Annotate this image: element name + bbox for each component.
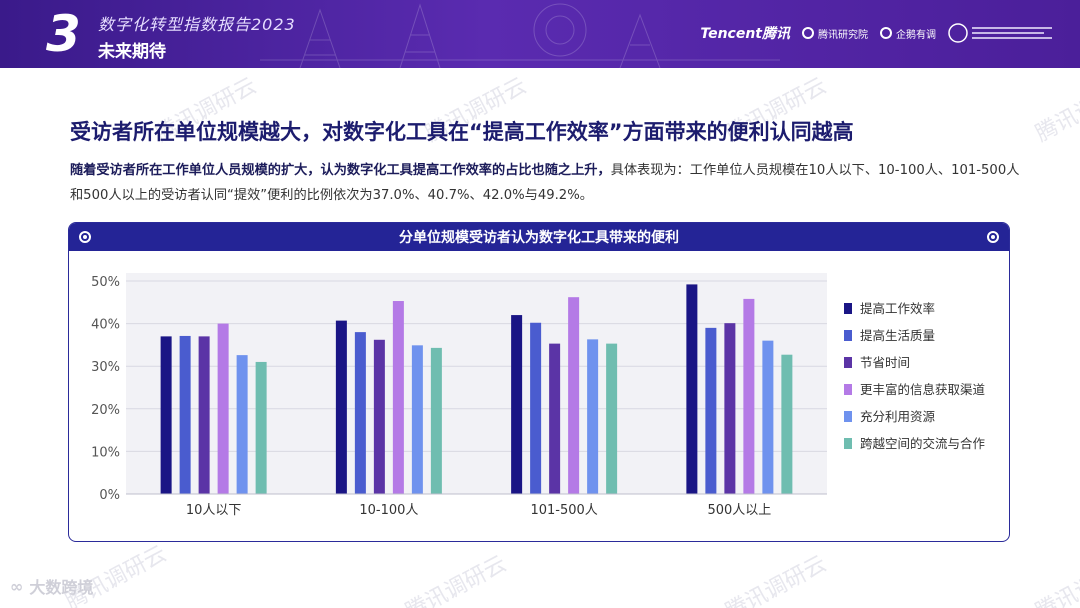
bar bbox=[530, 322, 542, 494]
description-bold: 随着受访者所在工作单位人员规模的扩大，认为数字化工具提高工作效率的占比也随之上升… bbox=[70, 163, 611, 178]
y-tick-label: 50% bbox=[91, 275, 120, 290]
bar bbox=[411, 345, 423, 494]
legend-swatch bbox=[844, 357, 852, 368]
brand-icon: ∞ bbox=[10, 576, 24, 596]
legend-swatch bbox=[844, 411, 852, 422]
bar bbox=[236, 355, 248, 494]
bar bbox=[255, 361, 267, 494]
report-title: 数字化转型指数报告2023 bbox=[98, 15, 296, 34]
bar bbox=[743, 298, 755, 494]
bar bbox=[549, 343, 561, 494]
target-icon bbox=[987, 231, 999, 243]
section-title: 未来期待 bbox=[98, 42, 166, 62]
chart-panel: 分单位规模受访者认为数字化工具带来的便利 0% 10% 20% 30% 40% 50% 10… bbox=[68, 222, 1010, 542]
tsinghua-logo bbox=[948, 23, 1052, 43]
legend-label: 更丰富的信息获取渠道 bbox=[860, 382, 986, 397]
bar bbox=[354, 332, 366, 494]
bar bbox=[392, 301, 404, 494]
tencent-logo: Tencent腾讯 bbox=[700, 26, 790, 42]
legend-label: 节省时间 bbox=[860, 355, 910, 370]
bar bbox=[335, 320, 347, 494]
legend-swatch bbox=[844, 384, 852, 395]
y-tick-label: 0% bbox=[99, 488, 120, 503]
bar bbox=[511, 315, 523, 494]
bar bbox=[430, 347, 442, 494]
bar bbox=[705, 327, 717, 494]
legend-label: 充分利用资源 bbox=[860, 409, 936, 424]
description-normal: 具体表现为：工作单位人员规模在10人以下、10-100人、101-500人和50… bbox=[70, 163, 1020, 203]
chart-title: 分单位规模受访者认为数字化工具带来的便利 bbox=[399, 230, 679, 246]
watermark: 腾讯调研云 bbox=[1031, 73, 1080, 148]
bar bbox=[160, 336, 172, 494]
section-number: 3 bbox=[46, 5, 81, 63]
banner-decoration bbox=[260, 3, 780, 68]
watermark: 腾讯调研云 bbox=[721, 551, 831, 608]
header-banner: 3 数字化转型指数报告2023 未来期待 Tencent腾讯 腾讯研究院 企鹅有… bbox=[0, 0, 1080, 68]
tencent-research-icon bbox=[802, 27, 814, 39]
page-description: 随着受访者所在工作单位人员规模的扩大，认为数字化工具提高工作效率的占比也随之上升… bbox=[70, 158, 1030, 208]
penguin-icon bbox=[880, 27, 892, 39]
bar bbox=[762, 340, 774, 494]
bar bbox=[587, 339, 599, 494]
y-tick-label: 30% bbox=[91, 360, 120, 375]
watermark: 腾讯调研云 bbox=[401, 551, 511, 608]
y-tick-label: 10% bbox=[91, 445, 120, 460]
bar bbox=[198, 336, 210, 494]
legend-label: 跨越空间的交流与合作 bbox=[860, 436, 986, 451]
legend-label: 提高工作效率 bbox=[860, 301, 935, 316]
plot-area bbox=[126, 273, 827, 494]
bar bbox=[373, 339, 385, 494]
partner-logos: Tencent腾讯 腾讯研究院 企鹅有调 bbox=[700, 22, 1058, 44]
bar bbox=[217, 323, 229, 494]
bar bbox=[179, 335, 191, 494]
penguin-survey-logo: 企鹅有调 bbox=[880, 26, 936, 41]
x-tick-label: 500人以上 bbox=[707, 503, 771, 518]
y-tick-label: 40% bbox=[91, 318, 120, 333]
bar bbox=[724, 323, 736, 494]
legend-label: 提高生活质量 bbox=[860, 328, 935, 343]
legend-swatch bbox=[844, 438, 852, 449]
page-headline: 受访者所在单位规模越大，对数字化工具在“提高工作效率”方面带来的便利认同越高 bbox=[70, 120, 854, 144]
bar bbox=[781, 354, 793, 494]
bar bbox=[568, 297, 580, 494]
legend-swatch bbox=[844, 303, 852, 314]
x-tick-label: 101-500人 bbox=[530, 503, 597, 518]
y-tick-label: 20% bbox=[91, 403, 120, 418]
chart-header: 分单位规模受访者认为数字化工具带来的便利 bbox=[69, 223, 1009, 251]
bottom-logo: ∞ 大数跨境 bbox=[10, 576, 94, 598]
tencent-research-logo: 腾讯研究院 bbox=[802, 26, 868, 41]
bar bbox=[606, 343, 618, 494]
target-icon bbox=[79, 231, 91, 243]
bar-chart: 0% 10% 20% 30% 40% 50% 10人以下 10-100人 101-500人 500… bbox=[91, 273, 986, 518]
watermark: 腾讯调研云 bbox=[1031, 551, 1080, 608]
bar bbox=[686, 284, 698, 494]
legend-swatch bbox=[844, 330, 852, 341]
x-tick-label: 10-100人 bbox=[359, 503, 418, 518]
x-tick-label: 10人以下 bbox=[186, 503, 242, 518]
